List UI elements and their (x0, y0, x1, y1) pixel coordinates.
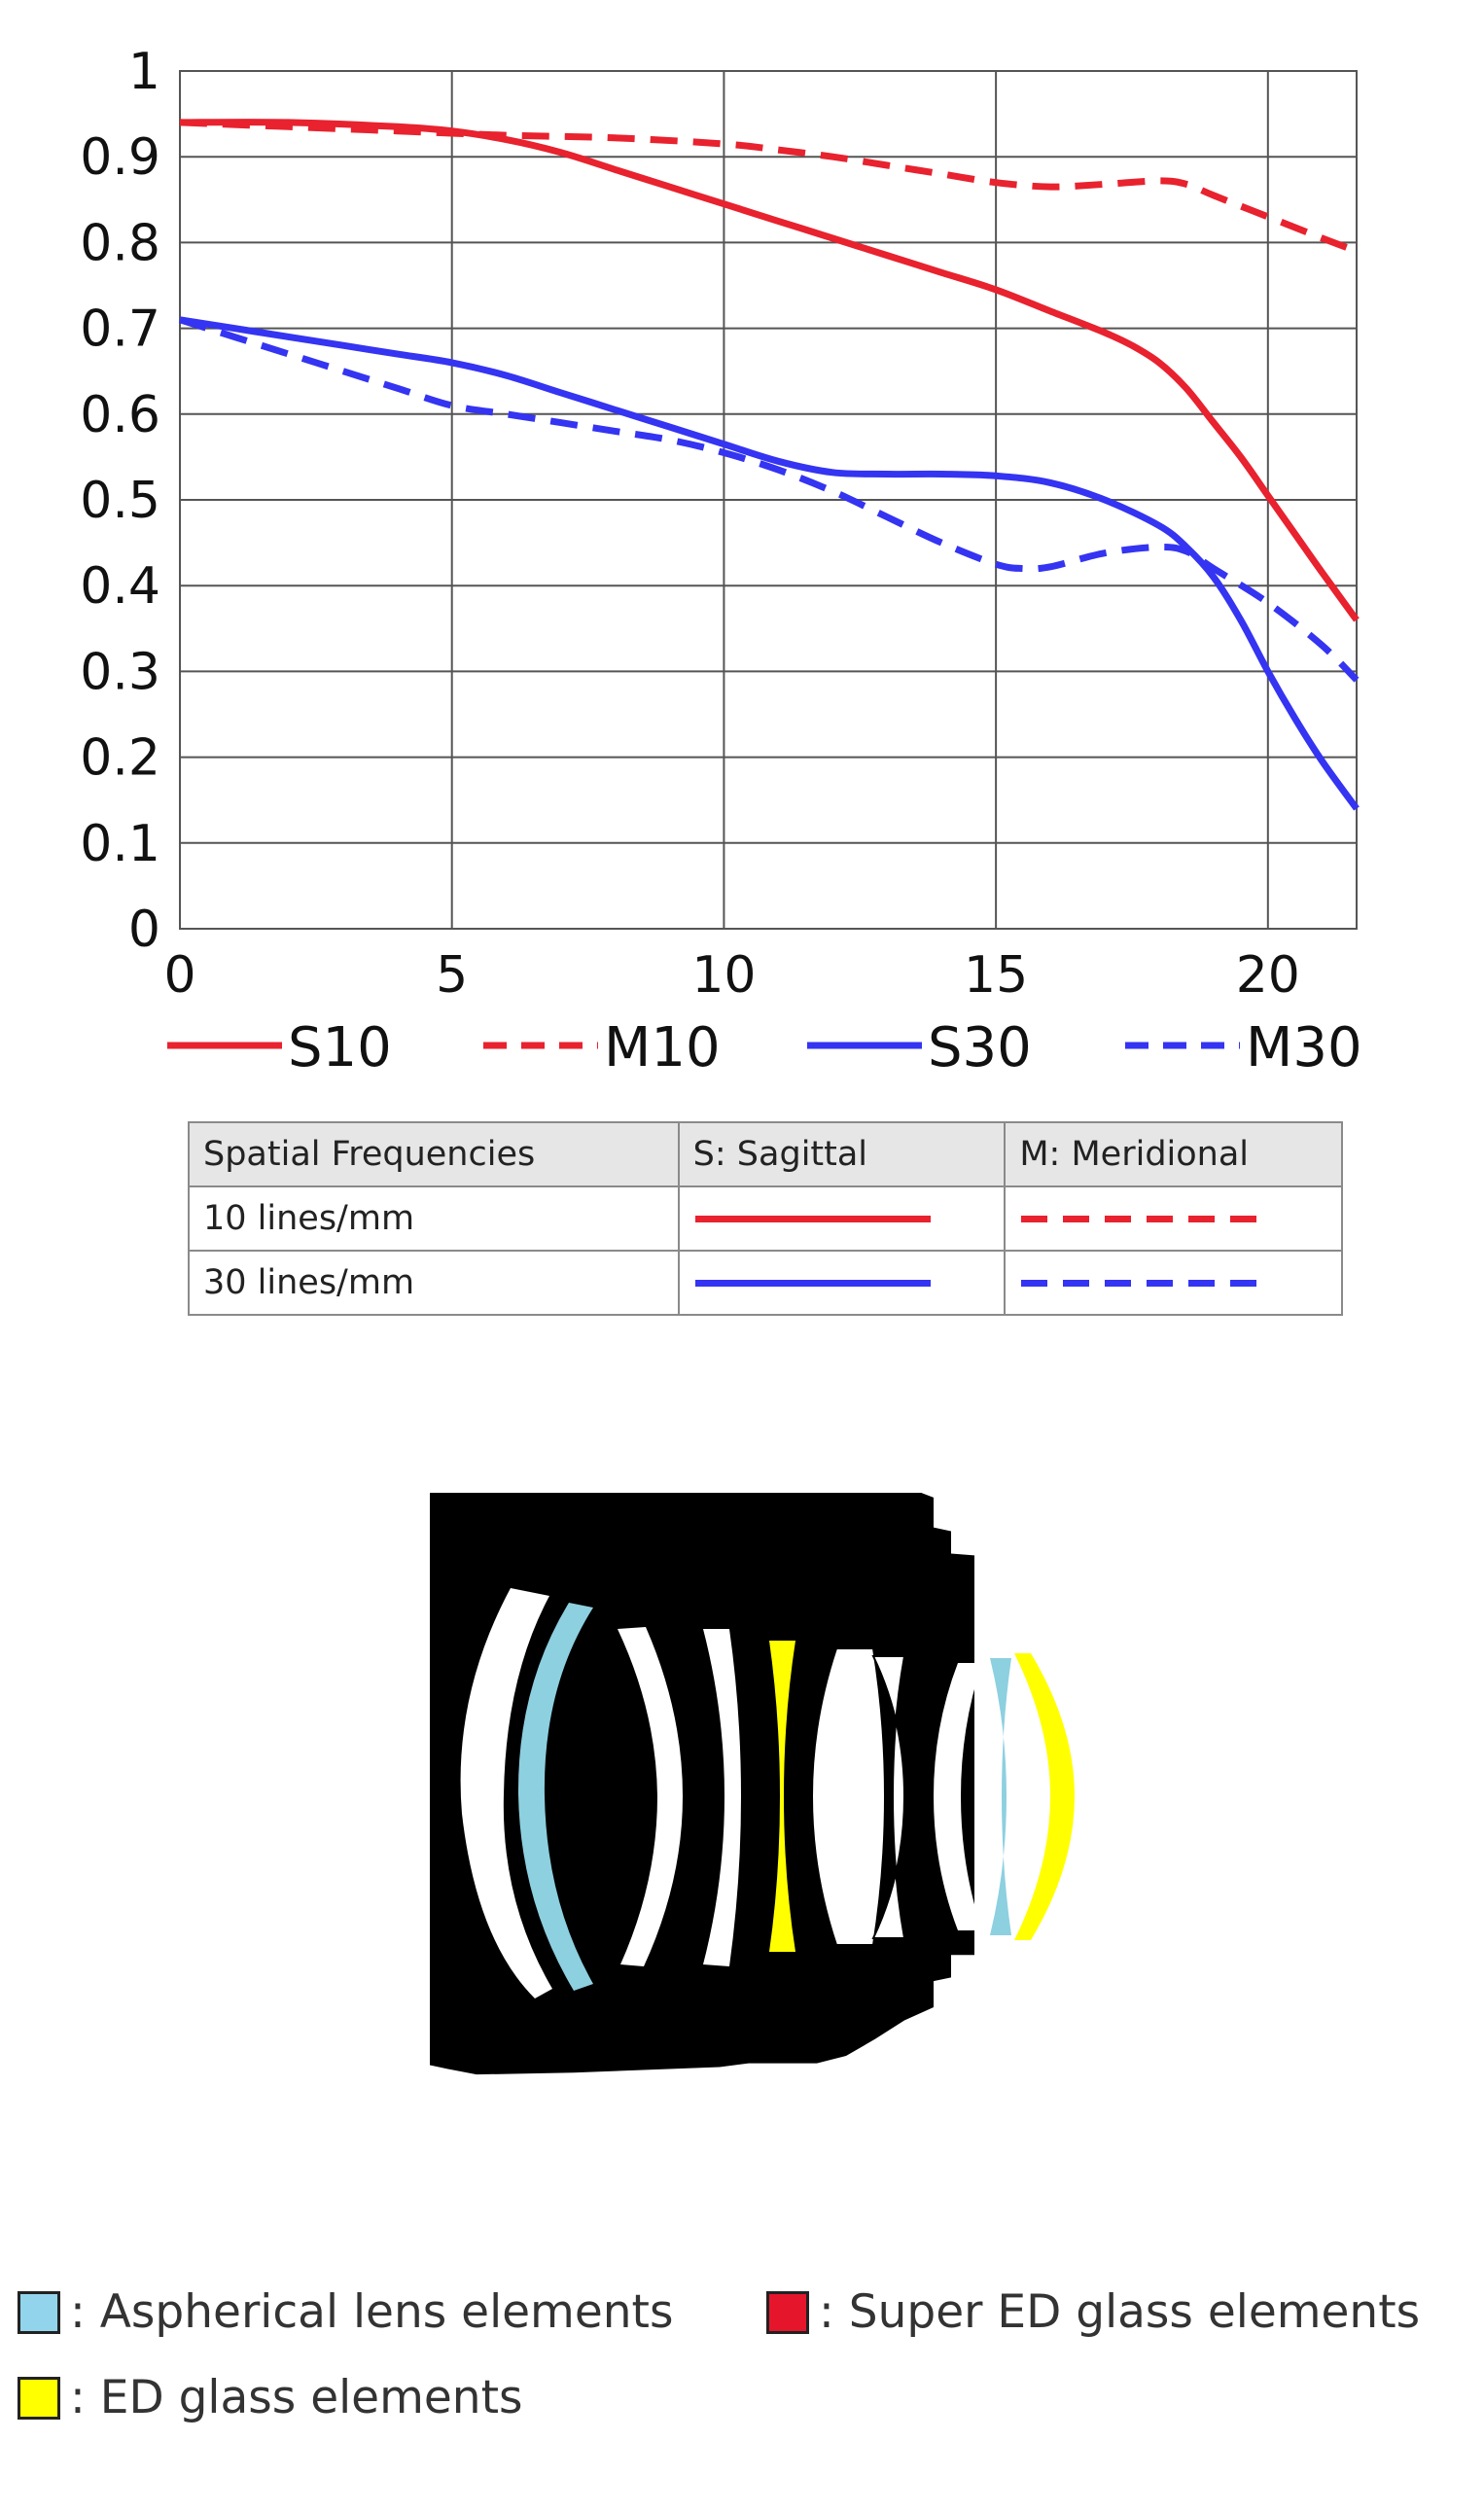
series-line-m30 (178, 316, 1360, 683)
table-header-row: Spatial Frequencies S: Sagittal M: Merid… (188, 1121, 1343, 1187)
row-label-10-lines: 10 lines/mm (188, 1185, 680, 1252)
legend-label-m10: M10 (604, 1016, 721, 1079)
biconvex-lens-3 (703, 1629, 741, 1966)
legend-label-s30: S30 (928, 1016, 1032, 1079)
solid-blue-line-sample (694, 1279, 931, 1287)
meridional-30-swatch (1004, 1250, 1343, 1316)
row-label-30-lines: 30 lines/mm (188, 1250, 680, 1316)
header-spatial-frequencies: Spatial Frequencies (188, 1121, 680, 1187)
sagittal-10-swatch (677, 1185, 1007, 1252)
y-tick-label: 0.2 (80, 729, 160, 788)
ed-glass-element-1 (769, 1641, 795, 1952)
y-tick-label: 0.5 (80, 472, 160, 530)
x-tick-label: 0 (163, 946, 195, 1005)
aspherical-front-element (517, 1603, 593, 1991)
meridional-10-swatch (1004, 1185, 1343, 1252)
y-tick-label: 0.9 (80, 128, 160, 187)
table-row-10-lines: 10 lines/mm (188, 1185, 1343, 1252)
legend-item-super-ed: : Super ED glass elements (766, 2285, 1420, 2339)
chart-grid (179, 70, 1358, 930)
series-line-s10 (179, 119, 1360, 622)
chart-legend: S10 M10 S30 M30 (167, 1016, 1362, 1079)
ed-swatch-icon (18, 2376, 60, 2420)
y-tick-label: 1 (128, 43, 160, 101)
meniscus-lens-rear (934, 1663, 982, 1930)
ed-glass-element-2 (1014, 1653, 1075, 1940)
x-tick-label: 15 (964, 946, 1028, 1005)
legend-item-ed: : ED glass elements (18, 2371, 523, 2424)
cemented-doublet-second (871, 1655, 906, 1939)
aspherical-swatch-icon (18, 2290, 60, 2334)
header-sagittal: S: Sagittal (677, 1121, 1007, 1187)
solid-red-line-sample (694, 1215, 931, 1222)
table-row-30-lines: 30 lines/mm (188, 1250, 1343, 1316)
legend-label-ed: : ED glass elements (70, 2371, 523, 2424)
y-tick-label: 0 (128, 901, 160, 959)
legend-label-m30: M30 (1246, 1016, 1362, 1079)
x-tick-label: 20 (1236, 946, 1300, 1005)
y-tick-label: 0.8 (80, 214, 160, 272)
cemented-doublet-lens (810, 1647, 887, 1946)
legend-label-s10: S10 (288, 1016, 392, 1079)
dashed-blue-line-sample (1021, 1279, 1257, 1287)
rear-positive-lens (1048, 1663, 1094, 1930)
series-line-m10 (179, 119, 1359, 255)
spatial-frequency-table: Spatial Frequencies S: Sagittal M: Merid… (188, 1121, 1343, 1316)
super-ed-swatch-icon (766, 2290, 809, 2334)
header-meridional: M: Meridional (1004, 1121, 1343, 1187)
legend-label-aspherical: : Aspherical lens elements (70, 2285, 674, 2339)
y-tick-label: 0.4 (80, 557, 160, 616)
biconvex-lens-2 (618, 1627, 683, 1966)
chart-series (178, 119, 1360, 811)
x-tick-label: 10 (691, 946, 756, 1005)
x-tick-label: 5 (436, 946, 468, 1005)
plot-frame (179, 70, 1358, 930)
legend-item-aspherical: : Aspherical lens elements (18, 2285, 673, 2339)
chart-axes: 00.10.20.30.40.50.60.70.80.910 5 10 15 20 (80, 43, 1300, 1005)
y-tick-label: 0.6 (80, 386, 160, 444)
y-tick-label: 0.1 (80, 815, 160, 873)
aspherical-rear-element (990, 1658, 1011, 1935)
legend-label-super-ed: : Super ED glass elements (819, 2285, 1421, 2339)
mtf-chart: 00.10.20.30.40.50.60.70.80.910 5 10 15 20 S1… (80, 43, 1362, 1079)
lens-construction-diagram (430, 1493, 1094, 2075)
dashed-red-line-sample (1021, 1215, 1257, 1222)
y-tick-label: 0.7 (80, 301, 160, 359)
front-meniscus-lens (460, 1588, 552, 1998)
sagittal-30-swatch (677, 1250, 1007, 1316)
y-tick-label: 0.3 (80, 643, 160, 701)
series-line-s30 (179, 316, 1360, 811)
